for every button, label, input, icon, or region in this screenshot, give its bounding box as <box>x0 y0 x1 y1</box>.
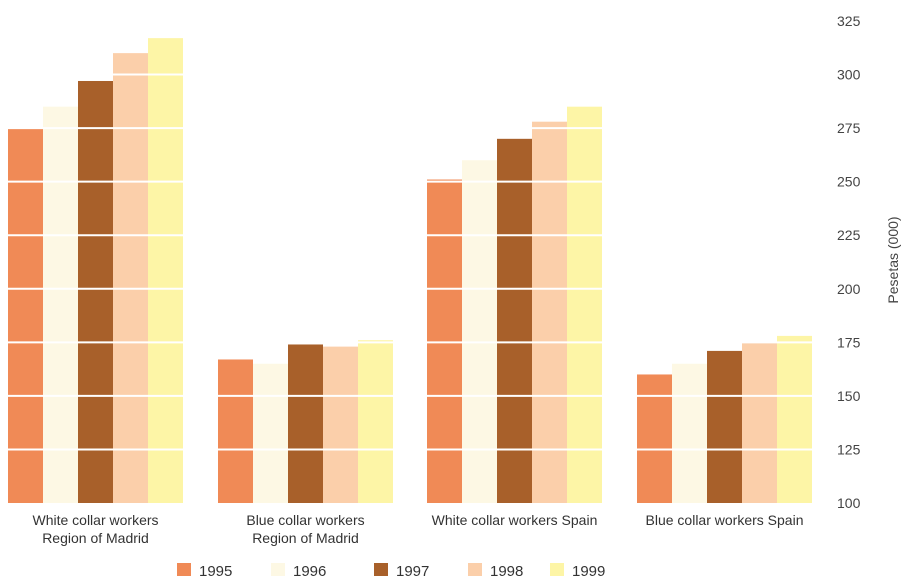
bar-1995-group-3 <box>427 179 462 503</box>
y-tick-label: 225 <box>837 227 861 243</box>
y-tick-label: 125 <box>837 441 861 457</box>
bar-1998-group-1 <box>113 53 148 504</box>
y-tick-label: 100 <box>837 495 861 511</box>
y-tick-label: 150 <box>837 388 861 404</box>
bar-1998-group-3 <box>532 121 567 503</box>
y-axis-title: Pesetas (000) <box>885 216 901 303</box>
y-tick-label: 325 <box>837 13 861 29</box>
bar-1996-group-3 <box>462 160 497 503</box>
y-tick-label: 200 <box>837 281 861 297</box>
bar-1996-group-2 <box>253 363 288 503</box>
gridlines-layer <box>5 20 815 451</box>
legend-swatch-1996 <box>271 563 285 576</box>
bar-1998-group-4 <box>742 342 777 503</box>
legend-swatch-1998 <box>468 563 482 576</box>
legend-label-1995: 1995 <box>199 563 232 578</box>
category-label: White collar workers Spain <box>432 512 598 528</box>
y-tick-label: 250 <box>837 174 861 190</box>
bar-1995-group-1 <box>8 128 43 503</box>
bar-1997-group-1 <box>78 80 113 503</box>
category-label: White collar workers <box>32 512 158 528</box>
bar-1999-group-2 <box>358 340 393 503</box>
y-tick-label: 275 <box>837 120 861 136</box>
legend-swatch-1997 <box>374 563 388 576</box>
legend-label-1997: 1997 <box>396 563 429 578</box>
bar-1996-group-1 <box>43 106 78 503</box>
y-axis-ticks: 100 125 150 175 200 225 250 275 300 325 <box>837 13 861 511</box>
legend-label-1998: 1998 <box>490 563 523 578</box>
bar-1997-group-4 <box>707 350 742 503</box>
category-label: Blue collar workers Spain <box>646 512 804 528</box>
y-tick-label: 300 <box>837 67 861 83</box>
category-label: Region of Madrid <box>252 530 359 546</box>
legend: 1995 1996 1997 1998 1999 <box>177 563 605 578</box>
bar-1996-group-4 <box>672 363 707 503</box>
legend-swatch-1995 <box>177 563 191 576</box>
bar-1997-group-3 <box>497 138 532 504</box>
bar-1998-group-2 <box>323 346 358 503</box>
category-label: Region of Madrid <box>42 530 149 546</box>
bar-1995-group-4 <box>637 374 672 503</box>
legend-label-1996: 1996 <box>293 563 326 578</box>
bar-1995-group-2 <box>218 359 253 503</box>
bar-1999-group-3 <box>567 106 602 503</box>
bars-layer <box>8 38 812 504</box>
bar-1999-group-1 <box>148 38 183 503</box>
bar-1999-group-4 <box>777 335 812 503</box>
legend-label-1999: 1999 <box>572 563 605 578</box>
legend-swatch-1999 <box>550 563 564 576</box>
category-label: Blue collar workers <box>246 512 364 528</box>
y-tick-label: 175 <box>837 334 861 350</box>
bar-1997-group-2 <box>288 344 323 503</box>
category-labels: White collar workers Region of Madrid Blue… <box>32 512 803 546</box>
